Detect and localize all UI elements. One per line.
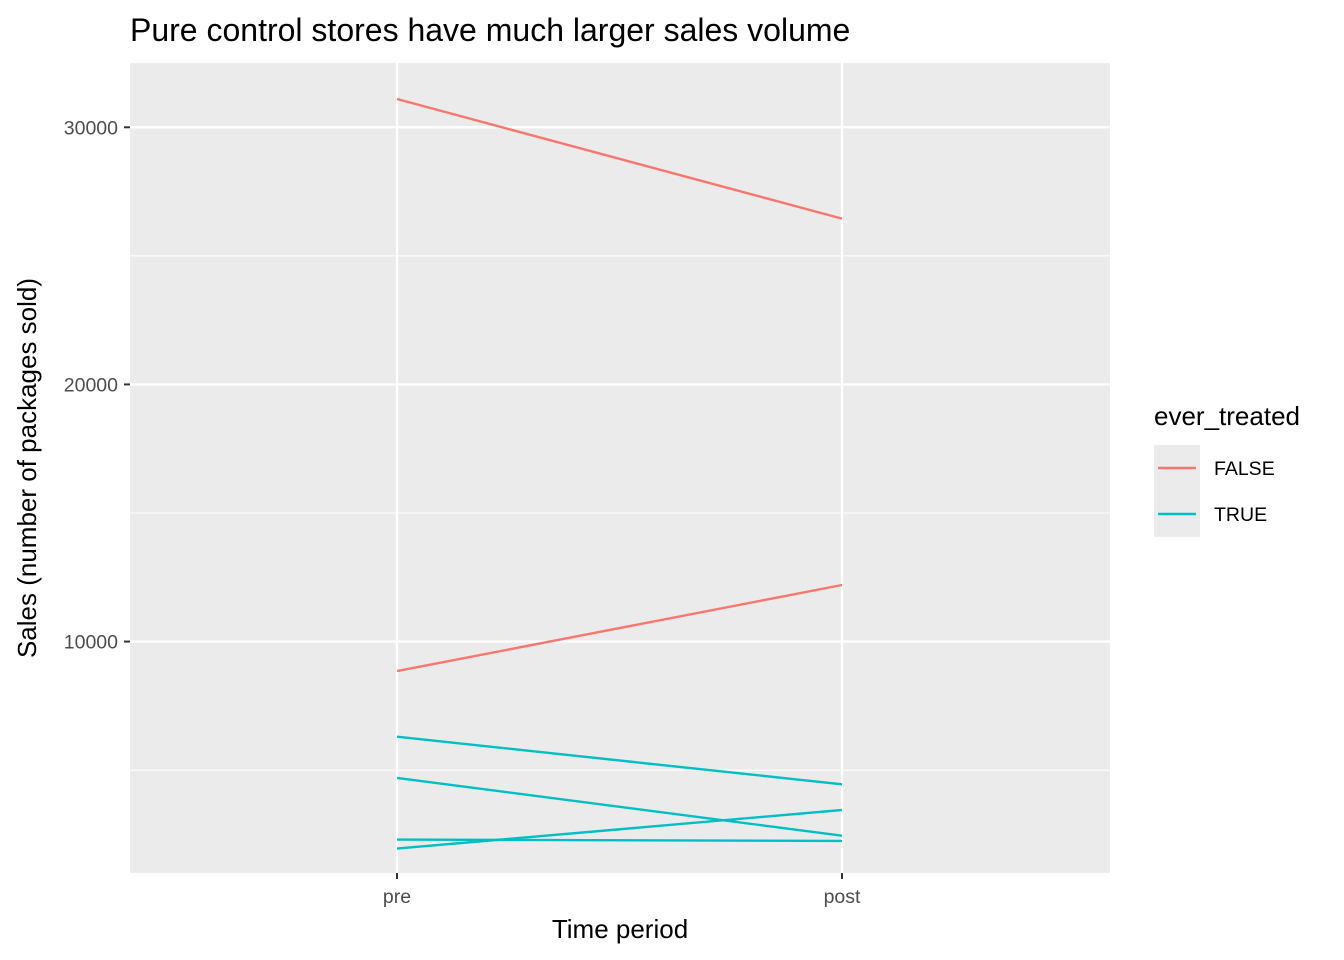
x-axis: pre post xyxy=(383,873,861,908)
series-lines xyxy=(396,97,843,850)
legend-title: ever_treated xyxy=(1154,401,1300,431)
series-line-true-4 xyxy=(396,776,843,837)
major-grid xyxy=(130,63,1110,873)
y-axis: 10000 20000 30000 xyxy=(64,117,130,654)
legend-label: FALSE xyxy=(1214,458,1275,480)
y-tick-label: 30000 xyxy=(64,117,118,139)
chart-title: Pure control stores have much larger sal… xyxy=(130,12,850,48)
series-line-true-3 xyxy=(396,735,843,786)
series-line-true-6 xyxy=(396,808,843,850)
series-line-true-5 xyxy=(396,838,843,843)
x-tick-label: pre xyxy=(383,886,411,908)
y-tick-label: 10000 xyxy=(64,632,118,654)
legend-keys: FALSE TRUE xyxy=(1154,445,1275,537)
x-axis-title: Time period xyxy=(552,914,688,944)
series-line-false-2 xyxy=(396,583,843,673)
minor-grid xyxy=(130,255,1110,771)
x-tick-label: post xyxy=(824,886,861,908)
plot-panel xyxy=(130,63,1110,873)
y-tick-label: 20000 xyxy=(64,374,118,396)
y-axis-title: Sales (number of packages sold) xyxy=(12,278,42,658)
legend: ever_treated FALSE TRUE xyxy=(1154,401,1300,537)
legend-label: TRUE xyxy=(1214,504,1267,526)
series-line-false-1 xyxy=(396,97,843,220)
